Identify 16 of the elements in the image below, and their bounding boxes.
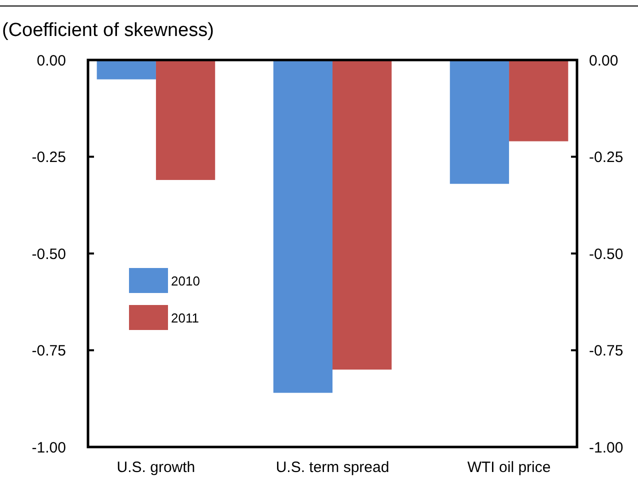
legend-label: 2010 xyxy=(171,274,200,289)
y-tick-label: -0.75 xyxy=(32,342,66,360)
x-tick-label: U.S. term spread xyxy=(276,459,390,476)
x-tick-label: U.S. growth xyxy=(116,459,196,476)
y2-tick-label: -0.25 xyxy=(589,149,624,166)
y-tick-label: -0.50 xyxy=(32,246,66,263)
x-tick-label: WTI oil price xyxy=(467,459,551,476)
y-tick-label: -0.25 xyxy=(32,149,66,166)
y2-tick-label: -0.75 xyxy=(589,342,624,360)
y-axis-title: (Coefficient of skewness) xyxy=(2,20,214,41)
legend-label: 2011 xyxy=(171,310,199,326)
y2-tick-label: -0.50 xyxy=(589,246,624,263)
y2-tick-label: 0.00 xyxy=(589,52,618,70)
y-tick-label: -1.00 xyxy=(32,439,66,456)
y-tick-label: 0.00 xyxy=(36,52,66,70)
y2-tick-label: -1.00 xyxy=(589,439,624,456)
